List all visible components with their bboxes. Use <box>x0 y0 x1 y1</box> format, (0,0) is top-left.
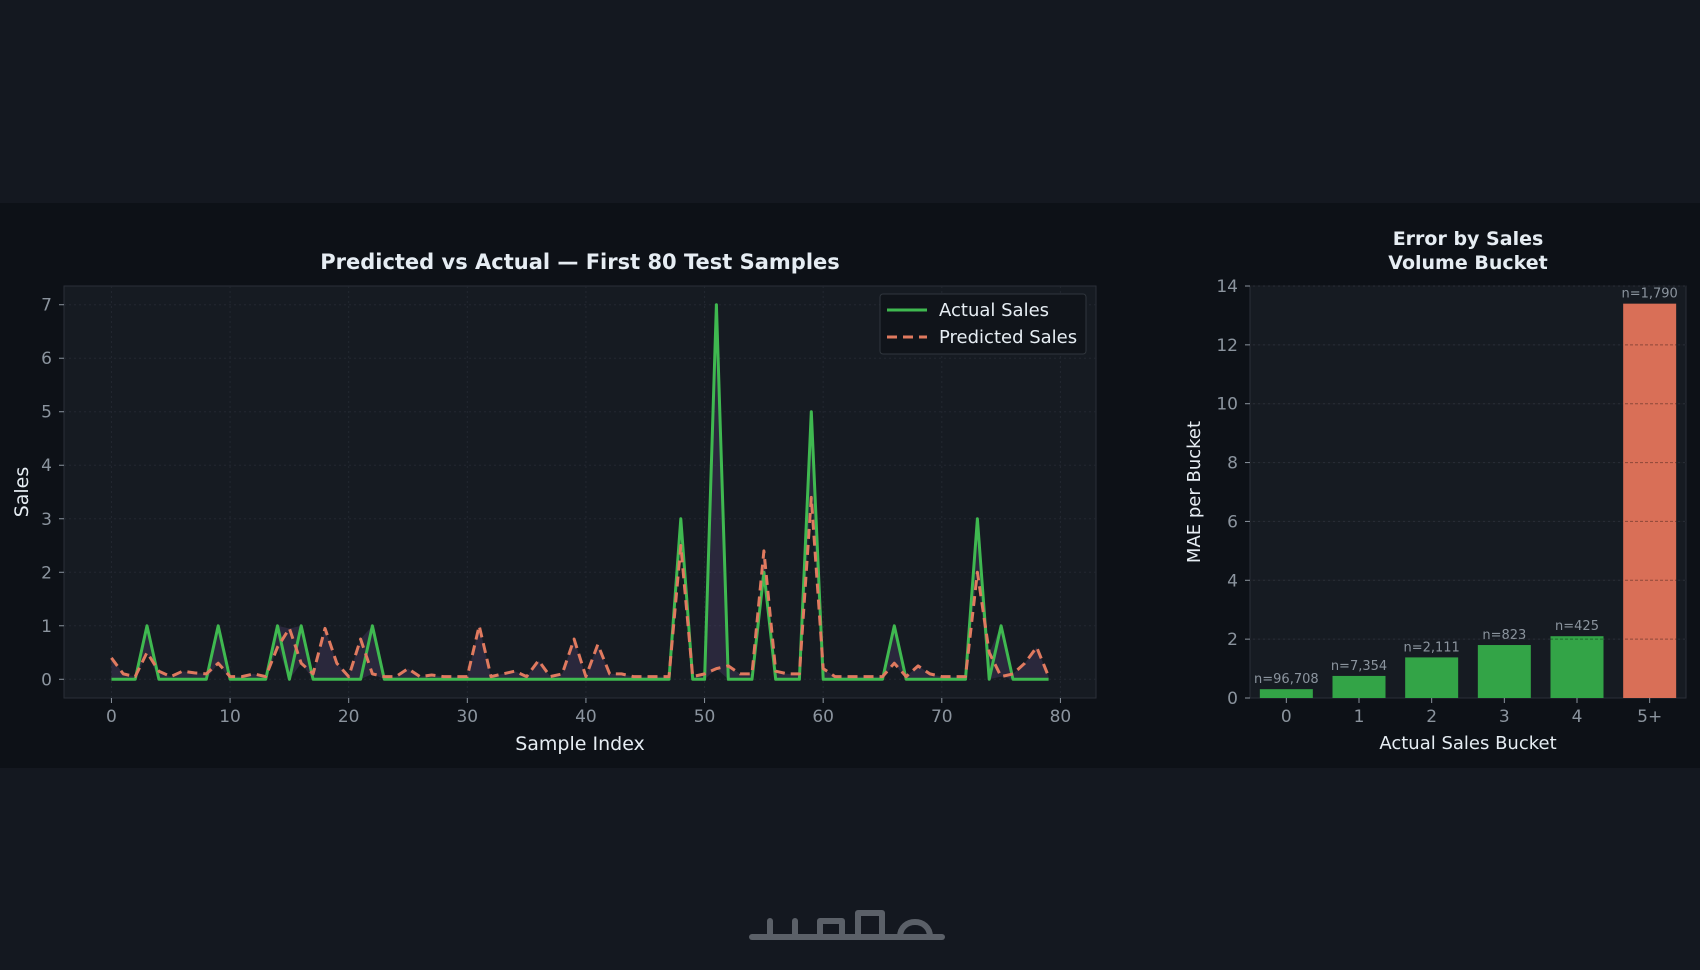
line-chart-x-tick-label: 20 <box>338 707 360 727</box>
line-chart: 0 10 20 30 40 50 60 70 80 0 1 2 3 4 5 6 7 Predicted vs Ac… <box>11 250 1097 755</box>
bar-chart-y-tick-label: 12 <box>1216 336 1238 356</box>
bar-chart-x-tick-label: 1 <box>1354 707 1365 727</box>
line-chart-x-tick-label: 80 <box>1050 707 1072 727</box>
line-chart-y-tick-label: 5 <box>41 403 52 423</box>
bar-chart-x-tick-label: 2 <box>1426 707 1437 727</box>
bar-1 <box>1332 675 1386 698</box>
bar-count-label: n=823 <box>1482 628 1526 643</box>
bar-chart-y-tick-label: 8 <box>1227 454 1238 474</box>
bar-0 <box>1259 689 1313 698</box>
khamsat-logo-icon <box>749 910 945 940</box>
bar-count-label: n=96,708 <box>1254 672 1319 687</box>
bar-chart-plot-area <box>1249 285 1687 699</box>
bar-chart-title: Error by Sales Volume Bucket <box>1388 228 1547 274</box>
bar-count-label: n=7,354 <box>1331 659 1387 674</box>
bar-chart-x-axis-label: Actual Sales Bucket <box>1379 733 1556 754</box>
bar-chart-y-tick-label: 10 <box>1216 395 1238 415</box>
bar-chart-y-tick-label: 4 <box>1227 571 1238 591</box>
line-chart-y-tick-label: 1 <box>41 617 52 637</box>
line-chart-plot-area <box>63 285 1097 699</box>
line-chart-x-tick-label: 70 <box>931 707 953 727</box>
line-chart-x-tick-label: 10 <box>219 707 241 727</box>
bar-chart-x-tick-label: 3 <box>1499 707 1510 727</box>
bar-count-label: n=1,790 <box>1621 287 1677 302</box>
line-chart-y-tick-label: 2 <box>41 563 52 583</box>
line-chart-y-tick-label: 0 <box>41 670 52 690</box>
bar-chart-title-line: Volume Bucket <box>1388 252 1547 274</box>
bar-5plus <box>1623 303 1677 698</box>
bar-3 <box>1477 645 1531 698</box>
bar-chart-y-tick-label: 6 <box>1227 512 1238 532</box>
bar-chart-x-tick-label: 4 <box>1572 707 1583 727</box>
line-chart-legend: Actual Sales Predicted Sales <box>879 293 1087 355</box>
line-chart-x-tick-label: 30 <box>456 707 478 727</box>
line-chart-y-axis-label: Sales <box>11 467 33 518</box>
line-chart-y-tick-label: 6 <box>41 349 52 369</box>
bar-count-label: n=425 <box>1555 619 1599 634</box>
bar-chart-x-tick-label: 5+ <box>1637 707 1662 727</box>
bar-count-label: n=2,111 <box>1403 640 1459 655</box>
line-chart-x-tick-label: 60 <box>812 707 834 727</box>
series-line-predicted-sales <box>110 495 1050 679</box>
line-chart-x-tick-label: 40 <box>575 707 597 727</box>
legend-box <box>879 293 1087 355</box>
bar-chart-title-line: Error by Sales <box>1393 228 1544 250</box>
bar-4 <box>1550 636 1604 698</box>
line-chart-title: Predicted vs Actual — First 80 Test Samp… <box>320 250 840 274</box>
bar-chart-y-axis-label: MAE per Bucket <box>1184 421 1205 563</box>
legend-label-actual-sales: Actual Sales <box>939 300 1049 321</box>
chart-figure: 0 10 20 30 40 50 60 70 80 0 1 2 3 4 5 6 7 Predicted vs Ac… <box>0 203 1700 768</box>
line-chart-y-tick-label: 3 <box>41 510 52 530</box>
brand-logo <box>749 910 945 940</box>
bar-chart-y-tick-label: 2 <box>1227 630 1238 650</box>
bar-chart: n=96,708 0 n=7,354 1 n=2,111 2 n=823 3 n=425 4 n=1… <box>1184 228 1687 754</box>
bar-chart-y-tick-label: 14 <box>1216 277 1238 297</box>
bar-chart-x-tick-label: 0 <box>1281 707 1292 727</box>
line-chart-y-tick-label: 4 <box>41 456 52 476</box>
legend-label-predicted-sales: Predicted Sales <box>939 327 1077 348</box>
bar-chart-y-tick-label: 0 <box>1227 689 1238 709</box>
line-chart-x-tick-label: 50 <box>694 707 716 727</box>
line-chart-x-tick-label: 0 <box>106 707 117 727</box>
bar-2 <box>1405 657 1459 698</box>
line-chart-y-tick-label: 7 <box>41 296 52 316</box>
line-chart-x-axis-label: Sample Index <box>515 733 645 755</box>
series-line-actual-sales <box>111 303 1049 681</box>
